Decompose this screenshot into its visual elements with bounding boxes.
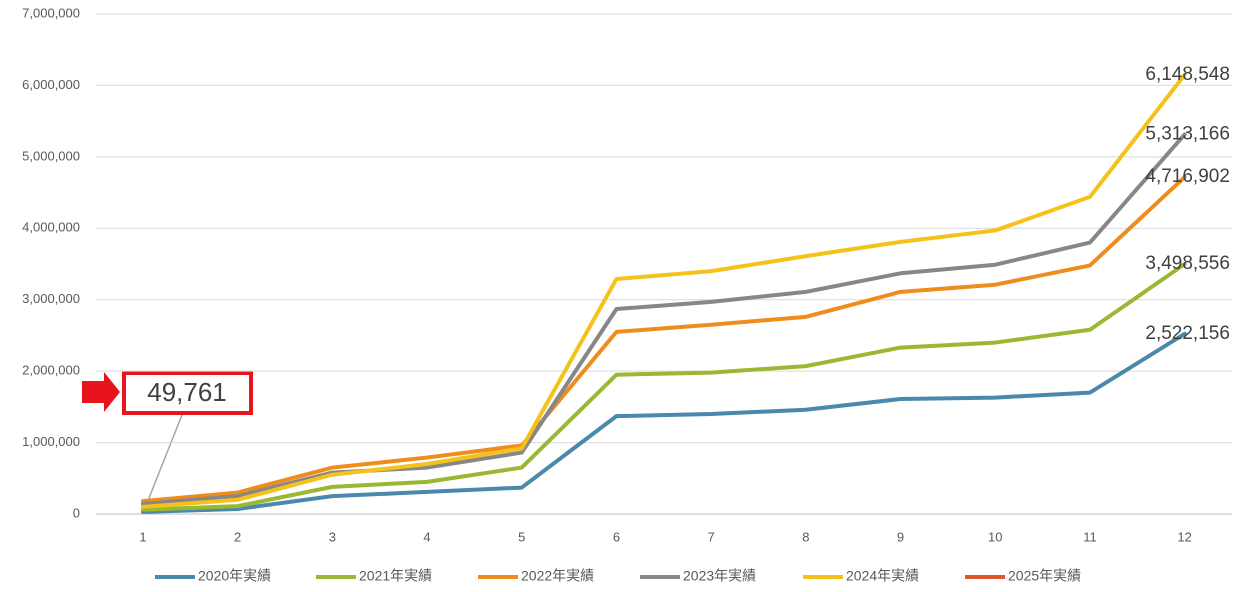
x-tick-label: 4 [423, 529, 430, 544]
callout-box [122, 371, 253, 415]
series-line [140, 331, 1187, 514]
y-tick-label: 5,000,000 [22, 148, 80, 163]
y-tick-label: 7,000,000 [22, 5, 80, 20]
y-tick-label: 3,000,000 [22, 291, 80, 306]
y-tick-label: 1,000,000 [22, 434, 80, 449]
legend-label: 2022年実績 [521, 568, 594, 584]
x-tick-label: 3 [329, 529, 336, 544]
legend-label: 2020年実績 [198, 568, 271, 584]
legend-label: 2024年実績 [846, 568, 919, 584]
x-tick-label: 8 [802, 529, 809, 544]
data-label: 6,148,548 [1145, 64, 1230, 85]
grid [95, 13, 1232, 515]
callout-label: 49,761 [147, 377, 227, 407]
series-line [140, 262, 1187, 512]
x-tick-label: 5 [518, 529, 525, 544]
data-label: 4,716,902 [1145, 166, 1230, 187]
x-tick-label: 9 [897, 529, 904, 544]
x-tick-label: 7 [708, 529, 715, 544]
x-tick-label: 11 [1083, 529, 1097, 544]
y-tick-label: 2,000,000 [22, 363, 80, 378]
callout-leader [144, 414, 183, 509]
data-label: 2,522,156 [1145, 323, 1230, 344]
x-tick-label: 1 [139, 529, 146, 544]
callout-arrow [82, 372, 120, 412]
series-line [140, 175, 1187, 504]
legend-label: 2023年実績 [683, 568, 756, 584]
legend-label: 2025年実績 [1008, 568, 1081, 584]
series-line [140, 72, 1187, 509]
y-tick-label: 6,000,000 [22, 77, 80, 92]
x-tick-label: 6 [613, 529, 620, 544]
data-label: 5,313,166 [1145, 124, 1230, 145]
series-line [140, 132, 1187, 506]
x-tick-label: 2 [234, 529, 241, 544]
x-tick-label: 10 [988, 529, 1002, 544]
legend-label: 2021年実績 [359, 568, 432, 584]
data-label: 3,498,556 [1145, 253, 1230, 274]
x-tick-label: 12 [1177, 529, 1191, 544]
y-tick-label: 0 [73, 505, 80, 520]
y-tick-label: 4,000,000 [22, 220, 80, 235]
